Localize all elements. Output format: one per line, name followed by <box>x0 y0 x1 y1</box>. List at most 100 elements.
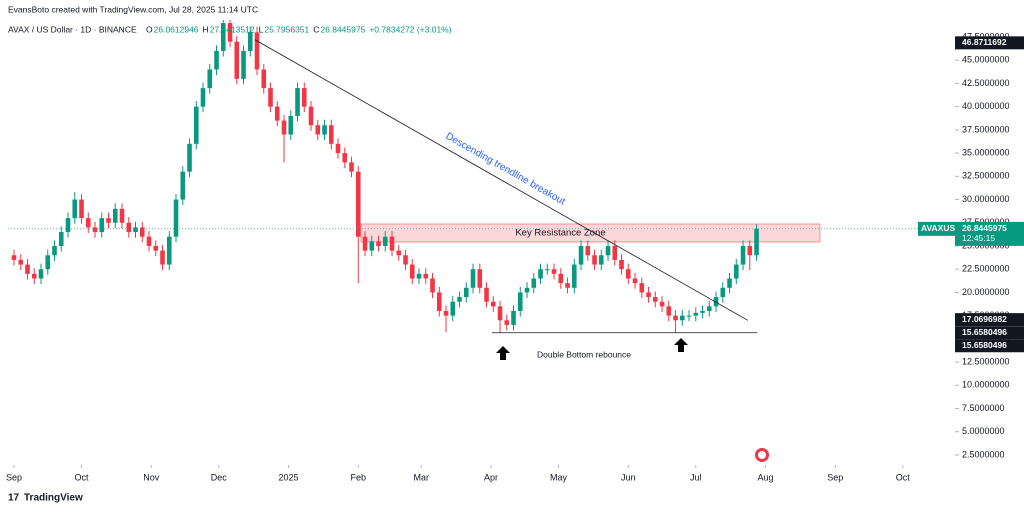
y-tick-label: 2.5000000 <box>962 449 1005 459</box>
candle-body <box>133 227 138 233</box>
x-tick-label: Jun <box>621 472 636 482</box>
candle-body <box>727 278 732 288</box>
candle-body <box>443 311 449 316</box>
y-tick-label: 30.0000000 <box>962 194 1010 204</box>
candle-body <box>112 208 118 223</box>
price-label: 46.8711692 <box>962 37 1007 47</box>
candle-body <box>673 315 678 321</box>
candle-body <box>538 269 543 279</box>
candle-body <box>58 232 64 246</box>
price-label-box <box>955 313 1024 327</box>
countdown: 12:45:15 <box>962 233 995 243</box>
y-tick-label: 20.0000000 <box>962 287 1010 297</box>
candle-body <box>328 125 334 144</box>
y-tick-label: 5.0000000 <box>962 426 1005 436</box>
candle-body <box>180 171 186 200</box>
candle-body <box>335 143 341 154</box>
candle-body <box>295 88 300 116</box>
ohlc-key: O <box>146 24 153 34</box>
candle-body <box>315 125 321 135</box>
candle-body <box>214 50 219 70</box>
resistance-label: Key Resistance Zone <box>515 227 605 238</box>
candle-body <box>720 287 726 298</box>
candle-body <box>153 245 159 251</box>
candle-body <box>52 245 57 256</box>
candle-body <box>531 278 537 288</box>
x-tick-label: Feb <box>351 472 367 482</box>
candle-body <box>234 41 240 79</box>
x-tick-label: Apr <box>484 472 498 482</box>
candle-body <box>119 208 125 223</box>
candle-body <box>187 143 192 172</box>
candle-body <box>430 278 435 293</box>
last-price-label: 26.8445975 <box>962 223 1007 233</box>
y-tick-label: 40.0000000 <box>962 101 1010 111</box>
x-tick-label: 2025 <box>279 472 299 482</box>
candle-body <box>409 264 415 279</box>
candle-body <box>740 245 746 265</box>
price-label: 15.6580496 <box>962 340 1007 350</box>
ohlc-value: 25.7956351 <box>264 24 309 34</box>
candle-body <box>511 311 516 325</box>
candle-body <box>463 287 469 298</box>
candle-body <box>25 264 30 274</box>
candle-body <box>733 264 739 279</box>
price-label-box <box>955 36 1024 50</box>
x-tick-label: Dec <box>211 472 228 482</box>
candle-body <box>625 269 631 279</box>
y-tick-label: 22.5000000 <box>962 264 1010 274</box>
y-tick-label: 42.5000000 <box>962 78 1010 88</box>
candle-body <box>92 227 98 233</box>
candle-body <box>639 283 645 293</box>
ohlc-value: 27.3413512 <box>210 24 255 34</box>
candle-body <box>416 273 422 279</box>
ohlc-key: C <box>313 24 319 34</box>
candle-body <box>747 245 753 256</box>
candle-body <box>389 236 395 251</box>
candle-body <box>659 301 665 307</box>
price-label-box <box>955 326 1024 340</box>
trendline <box>254 39 748 321</box>
candle-body <box>403 255 408 265</box>
y-tick-label: 12.5000000 <box>962 356 1010 366</box>
candle-body <box>578 245 584 265</box>
x-tick-label: Aug <box>758 472 774 482</box>
candle-body <box>524 287 530 293</box>
candle-body <box>254 32 260 70</box>
candle-body <box>247 32 253 51</box>
candle-body <box>436 292 442 312</box>
candle-body <box>227 23 233 42</box>
candle-body <box>457 297 462 302</box>
resistance-zone <box>360 223 821 243</box>
candle-body <box>598 255 604 265</box>
price-label-box <box>955 339 1024 353</box>
candle-body <box>349 162 354 172</box>
candle-body <box>45 255 51 270</box>
candle-body <box>166 236 172 265</box>
x-tick-label: Jul <box>690 472 702 482</box>
candle-body <box>369 241 375 251</box>
candle-body <box>268 88 273 107</box>
candle-body <box>200 88 206 107</box>
x-tick-label: Oct <box>896 472 911 482</box>
candle-body <box>713 297 719 307</box>
candle-body <box>585 245 591 256</box>
candle-body <box>612 245 618 260</box>
brand-logo: 17 <box>8 493 20 504</box>
candle-body <box>38 269 44 279</box>
x-tick-label: May <box>550 472 568 482</box>
candle-body <box>605 245 611 256</box>
candle-body <box>288 115 294 135</box>
candle-body <box>355 171 361 237</box>
candle-body <box>646 292 651 298</box>
candle-body <box>220 23 226 51</box>
symbol-tag-label: AVAXUSD <box>921 223 961 233</box>
candle-body <box>308 106 314 126</box>
candle-body <box>342 153 348 163</box>
ohlc-value: 26.0612946 <box>154 24 199 34</box>
symbol-line: AVAX / US Dollar · 1D · BINANCE O 26.0612… <box>8 24 452 34</box>
change: +0.7834272 (+3.01%) <box>369 24 451 34</box>
